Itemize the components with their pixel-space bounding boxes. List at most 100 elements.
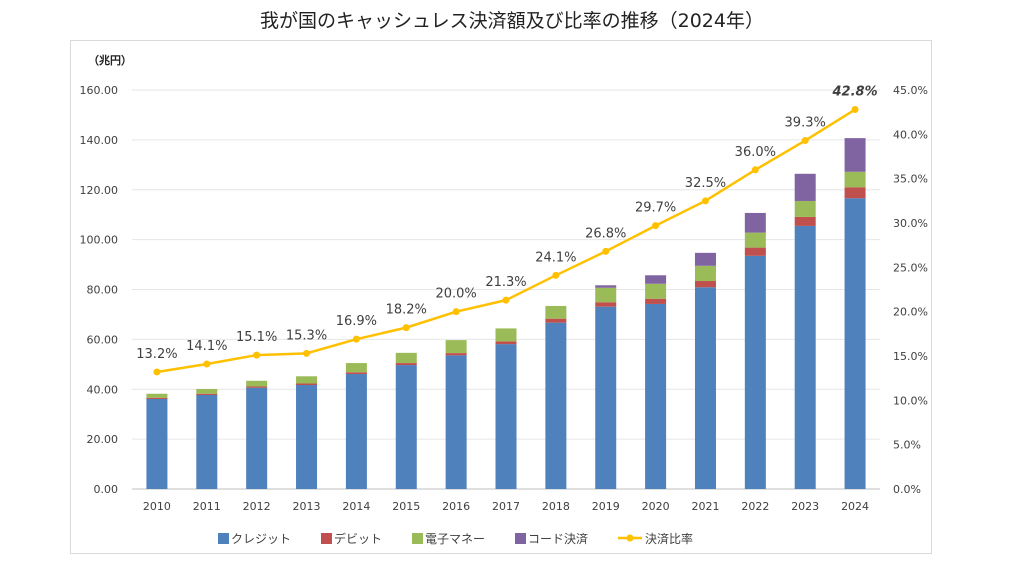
ratio-label: 15.1%: [236, 330, 277, 345]
bar-コード決済: [645, 275, 667, 284]
ratio-label: 42.8%: [832, 85, 878, 100]
ratio-point: [602, 247, 610, 255]
bar-電子マネー: [246, 380, 268, 387]
left-axis-unit: （兆円）: [88, 53, 132, 67]
ratio-label: 24.1%: [535, 250, 576, 265]
x-axis-tick: 2024: [841, 500, 869, 513]
bar-クレジット: [794, 225, 816, 490]
ratio-label: 39.3%: [785, 116, 826, 131]
bar-電子マネー: [345, 363, 367, 373]
legend-marker: [626, 534, 634, 542]
ratio-label: 13.2%: [136, 347, 177, 362]
ratio-point: [153, 368, 161, 376]
bar-デビット: [545, 318, 567, 323]
bar-電子マネー: [395, 352, 417, 364]
legend-swatch: [321, 533, 332, 544]
ratio-label: 29.7%: [635, 201, 676, 216]
ratio-point: [203, 360, 211, 368]
bar-コード決済: [794, 173, 816, 201]
left-axis-tick: 40.00: [87, 383, 119, 396]
ratio-point: [751, 166, 759, 174]
right-axis-tick: 25.0%: [893, 261, 928, 274]
x-axis-tick: 2013: [293, 500, 321, 513]
x-axis-tick: 2019: [592, 500, 620, 513]
ratio-point: [402, 324, 410, 332]
bar-デビット: [246, 386, 268, 388]
right-axis-tick: 0.0%: [893, 483, 921, 496]
left-axis-tick: 0.00: [94, 483, 119, 496]
legend-swatch: [515, 533, 526, 544]
ratio-point: [303, 349, 311, 357]
bar-デビット: [345, 372, 367, 375]
left-axis-tick: 160.00: [80, 84, 119, 97]
ratio-point: [253, 351, 261, 359]
ratio-label: 26.8%: [585, 226, 626, 241]
x-axis-tick: 2020: [642, 500, 670, 513]
bar-電子マネー: [595, 287, 617, 303]
bar-電子マネー: [146, 393, 168, 398]
bar-電子マネー: [495, 328, 517, 342]
bar-クレジット: [146, 398, 168, 489]
ratio-label: 15.3%: [286, 328, 327, 343]
right-axis-tick: 5.0%: [893, 439, 921, 452]
bar-デビット: [445, 353, 467, 356]
bar-クレジット: [595, 306, 617, 489]
bar-デビット: [395, 363, 417, 366]
x-axis-tick: 2014: [342, 500, 370, 513]
bar-電子マネー: [844, 171, 866, 188]
x-axis-tick: 2012: [243, 500, 271, 513]
bar-電子マネー: [296, 376, 318, 384]
right-axis-tick: 35.0%: [893, 173, 928, 186]
x-axis-tick: 2011: [193, 500, 221, 513]
bar-クレジット: [196, 394, 218, 489]
bar-クレジット: [445, 355, 467, 489]
x-axis-tick: 2018: [542, 500, 570, 513]
bar-クレジット: [345, 374, 367, 489]
bar-クレジット: [246, 387, 268, 489]
ratio-point: [652, 222, 660, 230]
bar-クレジット: [545, 322, 567, 489]
bar-電子マネー: [694, 265, 716, 282]
ratio-point: [801, 137, 809, 145]
ratio-point: [452, 308, 460, 316]
x-axis-tick: 2022: [741, 500, 769, 513]
x-axis-tick: 2016: [442, 500, 470, 513]
bar-デビット: [196, 393, 218, 395]
left-axis-tick: 20.00: [87, 433, 119, 446]
bar-クレジット: [645, 303, 667, 489]
bar-デビット: [146, 397, 168, 399]
legend-label: コード決済: [528, 531, 588, 546]
right-axis-tick: 15.0%: [893, 350, 928, 363]
legend-swatch: [412, 533, 423, 544]
ratio-point: [851, 106, 859, 114]
ratio-label: 21.3%: [485, 275, 526, 290]
chart-frame: [70, 40, 932, 554]
bar-クレジット: [495, 344, 517, 489]
right-axis-tick: 40.0%: [893, 128, 928, 141]
right-axis-tick: 20.0%: [893, 306, 928, 319]
ratio-label: 14.1%: [186, 339, 227, 354]
bar-コード決済: [694, 252, 716, 266]
bar-デビット: [296, 383, 318, 386]
ratio-point: [502, 296, 510, 304]
x-axis-tick: 2021: [691, 500, 719, 513]
legend-label: クレジット: [231, 532, 291, 546]
bar-クレジット: [395, 365, 417, 489]
bar-デビット: [645, 298, 667, 304]
left-axis-tick: 100.00: [80, 234, 119, 247]
bar-電子マネー: [645, 283, 667, 299]
right-axis-tick: 10.0%: [893, 394, 928, 407]
ratio-label: 20.0%: [435, 287, 476, 302]
bar-電子マネー: [445, 340, 467, 354]
bar-デビット: [744, 247, 766, 256]
bar-デビット: [495, 341, 517, 345]
right-axis-tick: 30.0%: [893, 217, 928, 230]
ratio-label: 16.9%: [336, 314, 377, 329]
bar-コード決済: [744, 212, 766, 233]
legend-swatch: [218, 533, 229, 544]
ratio-point: [352, 335, 360, 343]
x-axis-tick: 2015: [392, 500, 420, 513]
bar-クレジット: [296, 385, 318, 489]
ratio-label: 18.2%: [386, 303, 427, 318]
